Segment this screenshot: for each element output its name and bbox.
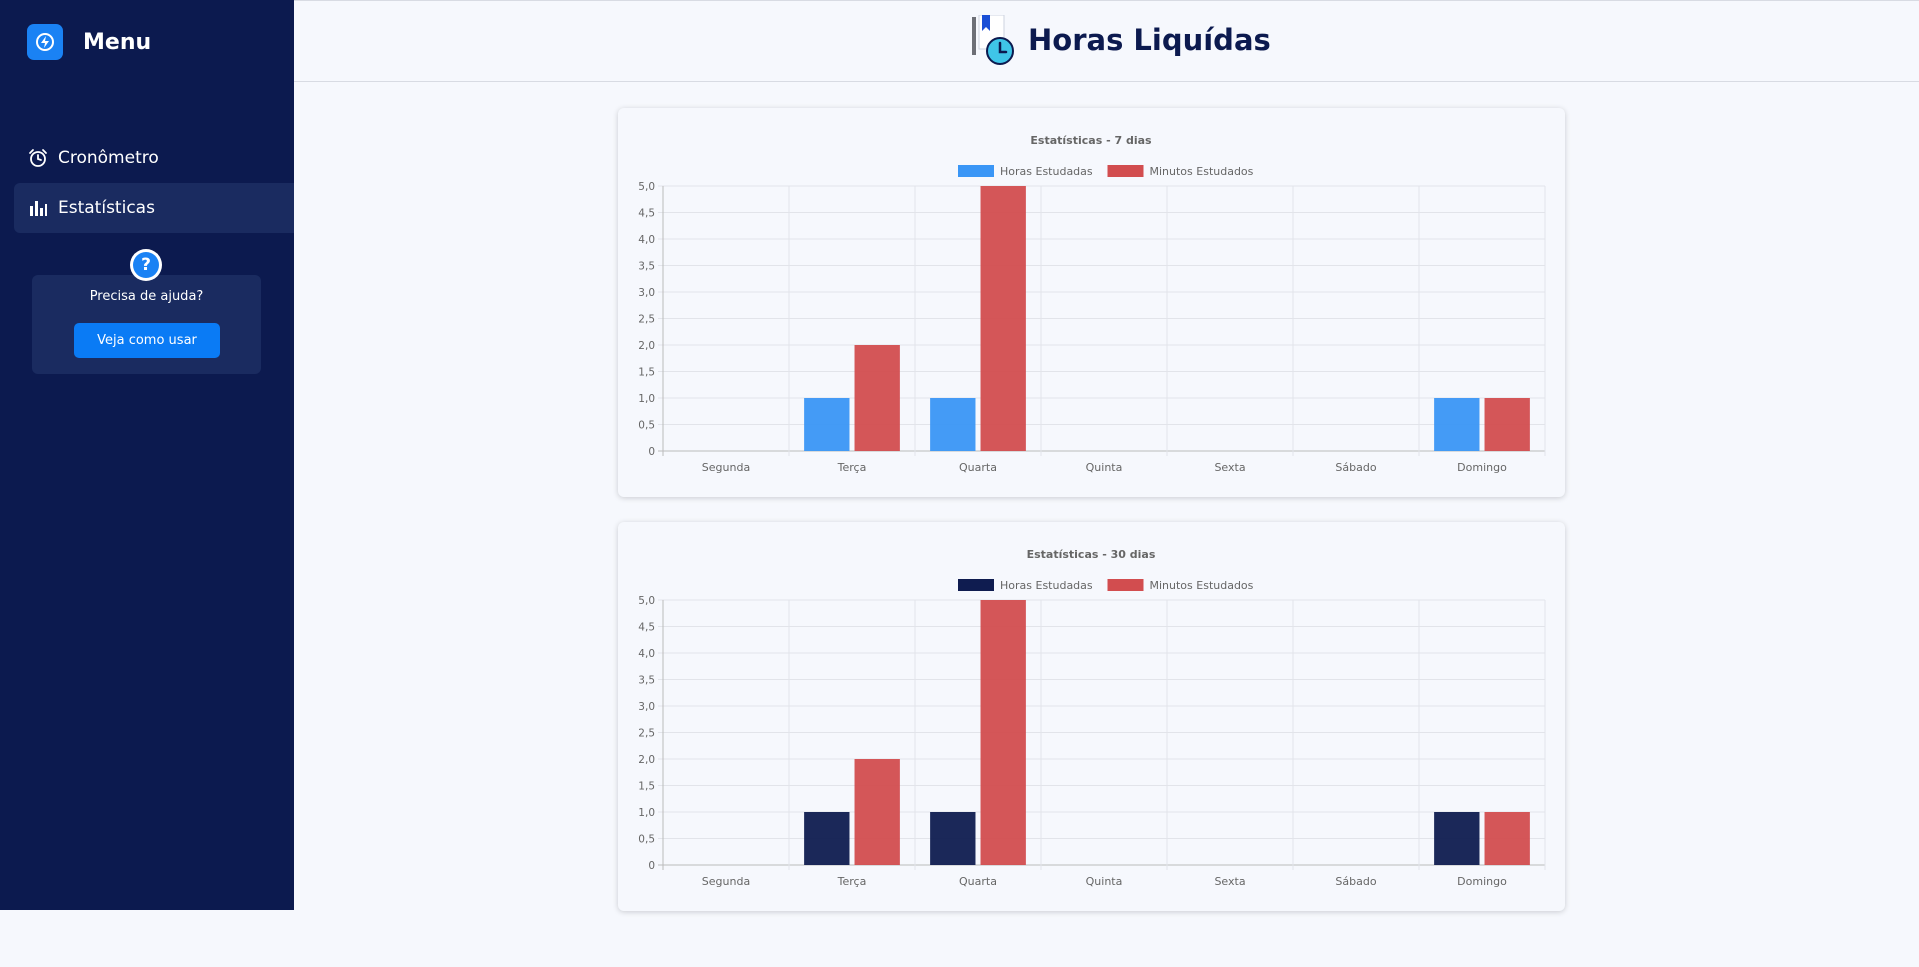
bar-horas-estudadas-domingo [1434,398,1480,451]
x-tick-label: Domingo [1457,875,1507,888]
y-tick-label: 0 [648,446,655,458]
y-tick-label: 3,0 [638,701,655,713]
y-tick-label: 5,0 [638,595,655,607]
legend-swatch [1107,579,1144,591]
y-tick-label: 1,0 [638,393,655,405]
y-tick-label: 0 [648,860,655,872]
help-card: Precisa de ajuda? Veja como usar [32,275,261,374]
bar-horas-estudadas-domingo [1434,812,1480,865]
header: Horas Liquídas [294,0,1919,82]
bar-horas-estudadas-quarta [930,812,976,865]
bar-minutos-estudados-terça [854,759,900,865]
x-tick-label: Sexta [1214,875,1245,888]
legend-swatch [958,579,994,591]
sidebar-item-cronometro[interactable]: Cronômetro [14,133,294,183]
y-tick-label: 2,5 [638,314,655,326]
x-tick-label: Terça [837,461,867,474]
y-tick-label: 0,5 [638,420,655,432]
bar-horas-estudadas-terça [804,812,850,865]
page-title: Horas Liquídas [1028,23,1271,57]
y-tick-label: 1,5 [638,367,655,379]
chart-title: Estatísticas - 7 dias [1030,134,1152,147]
legend-label: Minutos Estudados [1150,165,1254,178]
help-text: Precisa de ajuda? [89,289,204,304]
chart-card-30-dias: Estatísticas - 30 dias Horas Estudadas Min… [618,522,1565,911]
bar-horas-estudadas-quarta [930,398,976,451]
chart-card-7-dias: Estatísticas - 7 dias Horas Estudadas Minu… [618,108,1565,497]
menu-title: Menu [83,29,152,55]
y-tick-label: 4,5 [638,622,655,634]
x-tick-label: Sábado [1335,461,1376,474]
sidebar-item-estatisticas[interactable]: Estatísticas [14,183,294,233]
bar-minutos-estudados-quarta [980,600,1026,865]
x-tick-label: Quarta [959,875,997,888]
sidebar-item-label: Cronômetro [58,148,159,168]
bar-horas-estudadas-terça [804,398,850,451]
alarm-clock-icon [28,148,48,168]
bar-minutos-estudados-quarta [980,186,1026,451]
y-tick-label: 2,5 [638,728,655,740]
y-tick-label: 1,5 [638,781,655,793]
sidebar-brand[interactable]: Menu [27,24,151,60]
x-tick-label: Quinta [1086,461,1123,474]
help-button[interactable]: Veja como usar [74,323,220,358]
y-tick-label: 3,5 [638,261,655,273]
bar-chart-icon [28,198,48,218]
bar-minutos-estudados-domingo [1484,812,1530,865]
x-tick-label: Segunda [702,875,750,888]
legend-label: Minutos Estudados [1150,579,1254,592]
legend-swatch [958,165,994,177]
sidebar-item-label: Estatísticas [58,198,155,218]
y-tick-label: 4,5 [638,208,655,220]
sidebar: Menu Cronômetro Estatísticas Precisa de … [0,0,294,910]
x-tick-label: Domingo [1457,461,1507,474]
y-tick-label: 4,0 [638,234,655,246]
x-tick-label: Sexta [1214,461,1245,474]
legend-label: Horas Estudadas [1000,579,1093,592]
y-tick-label: 1,0 [638,807,655,819]
y-tick-label: 5,0 [638,181,655,193]
legend-swatch [1107,165,1144,177]
chart-title: Estatísticas - 30 dias [1027,548,1156,561]
x-tick-label: Terça [837,875,867,888]
y-tick-label: 2,0 [638,754,655,766]
y-tick-label: 0,5 [638,834,655,846]
bookmark-clock-logo [972,15,1014,65]
chart-30-dias: Estatísticas - 30 dias Horas Estudadas Min… [638,548,1546,888]
y-tick-label: 4,0 [638,648,655,660]
x-tick-label: Segunda [702,461,750,474]
y-tick-label: 2,0 [638,340,655,352]
x-tick-label: Quarta [959,461,997,474]
legend-label: Horas Estudadas [1000,165,1093,178]
bar-minutos-estudados-terça [854,345,900,451]
y-tick-label: 3,5 [638,675,655,687]
x-tick-label: Quinta [1086,875,1123,888]
chart-7-dias: Estatísticas - 7 dias Horas Estudadas Minu… [638,134,1546,474]
menu-logo-icon [27,24,63,60]
question-icon: ? [130,249,162,281]
x-tick-label: Sábado [1335,875,1376,888]
y-tick-label: 3,0 [638,287,655,299]
bar-minutos-estudados-domingo [1484,398,1530,451]
